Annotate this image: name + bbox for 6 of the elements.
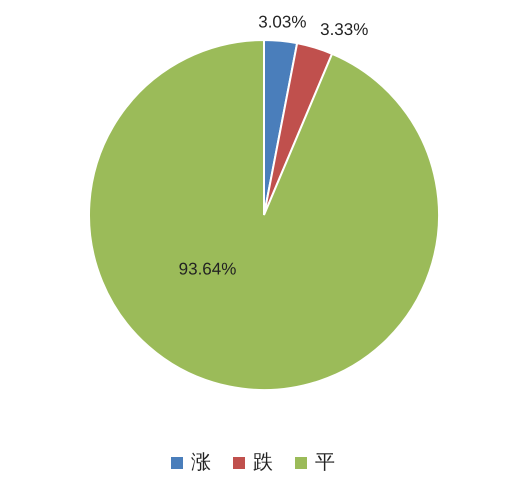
legend-label: 跌 xyxy=(253,451,273,474)
legend-label: 平 xyxy=(315,451,335,474)
legend-label: 涨 xyxy=(191,451,211,474)
data-label: 3.33% xyxy=(320,20,368,39)
data-label: 3.03% xyxy=(258,12,306,32)
data-label: 93.64% xyxy=(178,259,236,278)
